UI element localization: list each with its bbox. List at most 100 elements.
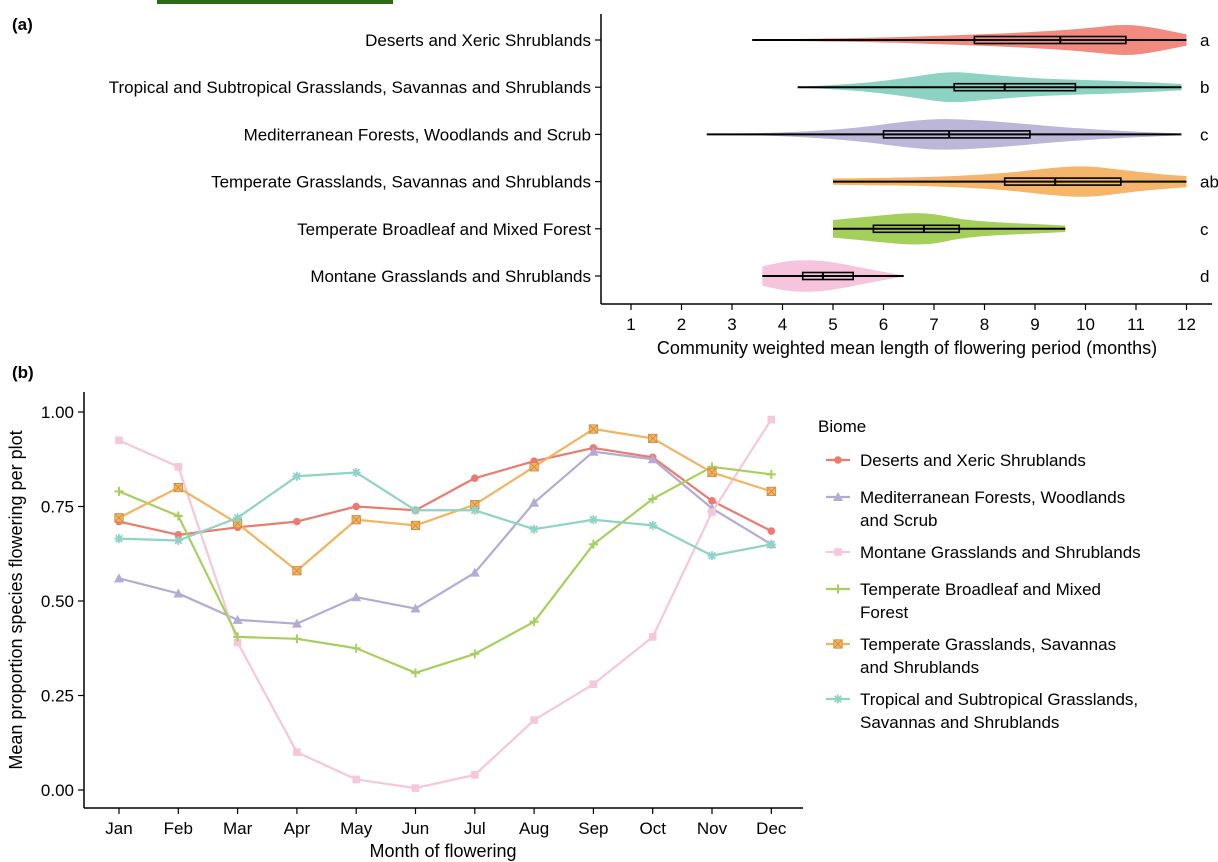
data-point	[708, 508, 716, 516]
data-point	[530, 716, 538, 724]
x-tick-label: 6	[879, 315, 888, 334]
marker-cross	[588, 424, 598, 434]
x-tick-label: Apr	[284, 819, 311, 838]
series-line	[118, 471, 772, 557]
significance-letter: c	[1200, 125, 1209, 144]
data-point	[766, 539, 776, 549]
data-point	[233, 513, 243, 523]
legend-title: Biome	[818, 417, 866, 436]
box	[801, 271, 855, 281]
x-tick-label: 4	[778, 315, 787, 334]
legend-label: Montane Grasslands and Shrublands	[860, 543, 1141, 562]
series-group	[114, 462, 776, 678]
panel-b-plot: 0.00 0.25 0.50 0.75 1.00 Jan Feb Mar Apr May Jun Ju…	[41, 403, 787, 838]
data-point	[647, 454, 658, 464]
data-point	[708, 497, 716, 505]
x-tick-label: Sep	[578, 819, 608, 838]
data-point	[588, 515, 598, 525]
panel-a-x-title: Community weighted mean length of flower…	[657, 338, 1157, 358]
category-label: Tropical and Subtropical Grasslands, Sav…	[109, 78, 591, 97]
panel-a-label: (a)	[12, 15, 33, 34]
legend-swatch-marker	[833, 492, 843, 501]
box	[953, 82, 1077, 92]
data-point	[292, 634, 302, 644]
marker-cross	[766, 486, 776, 496]
series-line	[118, 418, 773, 790]
data-point	[173, 482, 183, 493]
data-point	[351, 592, 362, 602]
legend-label: Forest	[860, 603, 908, 622]
data-point	[767, 527, 776, 535]
data-point	[174, 531, 183, 539]
panel-b-label: (b)	[12, 363, 34, 382]
legend-swatch-marker	[833, 584, 843, 594]
x-tick-label: 3	[727, 315, 736, 334]
data-point	[232, 614, 243, 624]
x-tick-label: 5	[828, 315, 837, 334]
data-point	[410, 520, 421, 531]
data-point	[233, 632, 243, 642]
marker-cross	[529, 462, 539, 472]
x-tick-label: 12	[1177, 315, 1196, 334]
x-tick-label: Feb	[164, 819, 193, 838]
legend-label: and Shrublands	[860, 658, 979, 677]
data-point	[293, 748, 301, 756]
data-point	[588, 539, 598, 549]
significance-letter: a	[1200, 31, 1210, 50]
box	[973, 35, 1127, 45]
x-tick-label: 10	[1076, 315, 1095, 334]
x-tick-label: Dec	[756, 819, 787, 838]
legend: Deserts and Xeric Shrublands Mediterranea…	[826, 451, 1141, 732]
legend-swatch-marker	[833, 639, 843, 649]
y-tick-label: 1.00	[41, 403, 74, 422]
data-point	[115, 436, 123, 445]
series-line	[118, 465, 772, 674]
significance-letter: ab	[1200, 173, 1218, 192]
data-point	[292, 471, 302, 481]
data-point	[648, 633, 657, 641]
box	[872, 224, 961, 234]
y-tick-label: 0.75	[41, 498, 74, 517]
data-point	[410, 603, 421, 613]
panel-b-x-title: Month of flowering	[369, 841, 516, 861]
data-point	[469, 567, 480, 577]
series-line	[118, 427, 772, 572]
data-point	[114, 573, 124, 583]
data-point	[529, 462, 539, 472]
data-point	[411, 505, 420, 515]
x-tick-label: Jan	[105, 819, 132, 838]
data-point	[351, 515, 361, 525]
data-point	[174, 463, 183, 471]
x-tick-label: 8	[980, 315, 989, 334]
header-accent-bar	[157, 0, 393, 4]
data-point	[173, 536, 183, 546]
data-point	[293, 517, 301, 526]
series-line	[118, 446, 772, 536]
box	[882, 130, 1031, 139]
data-point	[589, 680, 598, 688]
legend-swatch-marker	[834, 456, 842, 464]
marker-cross	[351, 515, 361, 525]
significance-letter: c	[1200, 220, 1209, 239]
series-group	[114, 467, 776, 561]
significance-letter: b	[1200, 78, 1209, 97]
data-point	[707, 467, 717, 478]
marker-cross	[114, 513, 124, 523]
marker-cross	[173, 483, 183, 493]
series-line	[118, 450, 772, 625]
x-tick-label: Nov	[697, 819, 728, 838]
series-group	[114, 424, 776, 576]
data-point	[291, 618, 302, 628]
marker-cross	[833, 639, 843, 649]
y-tick-label: 0.50	[41, 592, 74, 611]
data-point	[766, 486, 776, 496]
data-point	[470, 649, 480, 659]
legend-label: Temperate Grasslands, Savannas	[860, 635, 1116, 654]
legend-label: Mediterranean Forests, Woodlands	[860, 488, 1125, 507]
y-tick-label: 0.25	[41, 687, 74, 706]
data-point	[588, 446, 599, 456]
data-point	[114, 513, 124, 523]
x-tick-label: Mar	[223, 819, 253, 838]
legend-swatch-marker	[834, 548, 842, 556]
